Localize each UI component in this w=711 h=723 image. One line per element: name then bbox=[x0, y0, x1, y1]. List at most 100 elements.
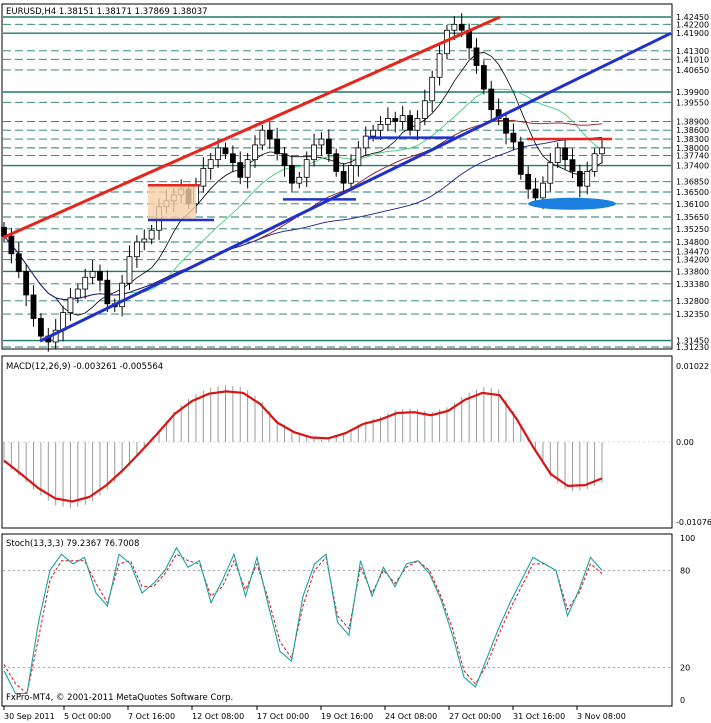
moving-average-line bbox=[3, 51, 603, 316]
candle-body bbox=[82, 276, 89, 290]
candle-body bbox=[591, 153, 598, 172]
candle-body bbox=[362, 135, 369, 149]
price-tick-label: 1.38600 bbox=[676, 126, 709, 135]
candle-body bbox=[340, 171, 347, 184]
stochastic-indicator: 100 80 20 0 bbox=[3, 534, 695, 705]
price-tick-label: 1.42200 bbox=[676, 20, 709, 29]
candle-body bbox=[207, 159, 214, 169]
price-tick-label: 1.40650 bbox=[676, 66, 709, 75]
macd-indicator: 0.01022 0.00 -0.01076 bbox=[3, 362, 711, 527]
candle-body bbox=[252, 144, 258, 161]
moving-average-line bbox=[3, 136, 603, 300]
candle-body bbox=[480, 65, 487, 90]
candle-body bbox=[473, 47, 480, 66]
candle-body bbox=[15, 253, 22, 272]
candle-body bbox=[126, 256, 133, 284]
candle-body bbox=[599, 147, 605, 155]
candle-body bbox=[414, 118, 421, 131]
stoch-level-label: 100 bbox=[680, 534, 695, 543]
candle-body bbox=[200, 168, 207, 187]
candle-body bbox=[325, 138, 332, 155]
candle-body bbox=[421, 100, 428, 119]
candle-body bbox=[569, 159, 576, 172]
candle-body bbox=[222, 147, 229, 155]
candle-body bbox=[289, 165, 295, 184]
candle-body bbox=[38, 318, 44, 337]
candle-body bbox=[30, 294, 37, 319]
price-tick-label: 1.41300 bbox=[676, 47, 709, 56]
candle-body bbox=[355, 147, 362, 166]
time-tick-label: 5 Oct 00:00 bbox=[64, 712, 111, 721]
time-tick-label: 31 Oct 16:00 bbox=[513, 712, 565, 721]
price-tick-label: 1.38000 bbox=[676, 144, 709, 153]
candle-body bbox=[296, 176, 303, 184]
candle-body bbox=[266, 129, 273, 140]
candle-body bbox=[104, 279, 111, 305]
candle-body bbox=[429, 76, 436, 102]
candle-body bbox=[274, 138, 281, 155]
candle-body bbox=[510, 132, 517, 143]
price-tick-label: 1.34800 bbox=[676, 238, 709, 247]
candle-body bbox=[311, 144, 317, 161]
candle-body bbox=[303, 159, 310, 178]
candle-body bbox=[385, 118, 391, 125]
time-tick-label: 19 Oct 16:00 bbox=[321, 712, 373, 721]
price-tick-label: 1.33380 bbox=[676, 280, 709, 289]
stoch-level-label: 80 bbox=[680, 566, 690, 575]
price-tick-label: 1.36500 bbox=[676, 188, 709, 197]
macd-signal-line bbox=[3, 390, 603, 503]
candle-body bbox=[407, 115, 413, 131]
copyright-notice: FxPro-MT4, © 2001-2011 MetaQuotes Softwa… bbox=[6, 693, 233, 703]
price-tick-label: 1.32800 bbox=[676, 297, 709, 306]
price-tick-label: 1.35650 bbox=[676, 213, 709, 222]
candle-body bbox=[562, 147, 568, 161]
candle-body bbox=[370, 129, 377, 137]
stoch-title: Stoch(13,3,3) 79.2367 76.7008 bbox=[6, 539, 139, 549]
time-tick-label: 3 Nov 08:00 bbox=[577, 712, 626, 721]
candle-body bbox=[244, 159, 251, 178]
candle-body bbox=[458, 23, 465, 31]
candle-body bbox=[281, 153, 288, 166]
candle-body bbox=[503, 118, 509, 134]
candle-body bbox=[215, 147, 221, 161]
candle-body bbox=[399, 115, 406, 122]
macd-level-label: 0.00 bbox=[676, 438, 694, 447]
price-tick-label: 1.37400 bbox=[676, 162, 709, 171]
price-tick-label: 1.37740 bbox=[676, 152, 709, 161]
price-tick-label: 1.41010 bbox=[676, 55, 709, 64]
candle-body bbox=[576, 171, 583, 187]
macd-title: MACD(12,26,9) -0.003261 -0.005564 bbox=[6, 362, 163, 372]
candle-body bbox=[377, 123, 384, 131]
price-tick-label: 1.39550 bbox=[676, 98, 709, 107]
candle-body bbox=[89, 271, 96, 278]
candle-body bbox=[517, 141, 524, 175]
candle-body bbox=[133, 241, 140, 258]
candle-body bbox=[148, 229, 155, 240]
price-tick-label: 1.39900 bbox=[676, 88, 709, 97]
time-tick-label: 17 Oct 00:00 bbox=[257, 712, 309, 721]
candle-body bbox=[451, 23, 458, 31]
price-tick-label: 1.31450 bbox=[676, 337, 709, 346]
stoch-level-label: 20 bbox=[680, 664, 690, 673]
time-axis-labels: 30 Sep 2011 5 Oct 00:00 7 Oct 16:00 12 Oct … bbox=[3, 706, 626, 721]
price-tick-label: 1.35250 bbox=[676, 225, 709, 234]
price-bars bbox=[1, 13, 605, 352]
candle-body bbox=[532, 188, 539, 199]
highlight-zone bbox=[528, 197, 616, 210]
stoch-main-line bbox=[3, 546, 603, 695]
time-tick-label: 24 Oct 08:00 bbox=[385, 712, 437, 721]
candle-body bbox=[436, 53, 443, 78]
macd-panel-frame bbox=[1, 355, 673, 529]
main-chart-frame bbox=[1, 3, 673, 350]
candle-body bbox=[554, 147, 561, 163]
candle-body bbox=[547, 162, 554, 184]
upper-trend-line bbox=[2, 15, 501, 239]
candle-body bbox=[259, 129, 266, 146]
price-tick-label: 1.41900 bbox=[676, 29, 709, 38]
candle-body bbox=[23, 271, 30, 296]
candle-body bbox=[584, 171, 591, 187]
candle-body bbox=[237, 162, 244, 178]
candle-body bbox=[333, 153, 340, 172]
candle-body bbox=[318, 138, 325, 146]
